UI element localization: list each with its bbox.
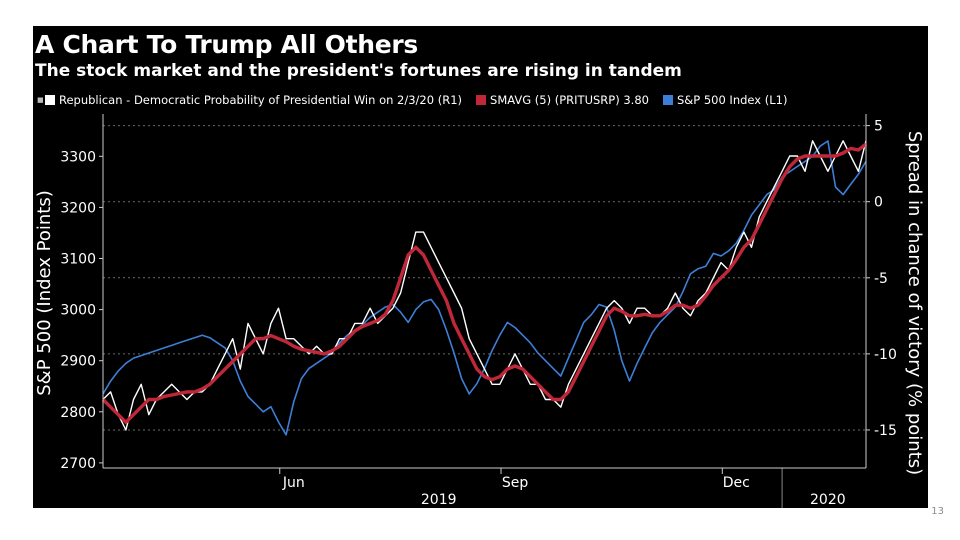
legend-entry-republican-spread: ■ Republican - Democratic Probability of… <box>37 93 462 107</box>
x-tick-label: Jun <box>282 475 305 491</box>
left-axis-title: S&P 500 (Index Points) <box>34 190 55 396</box>
axis-ticks: 2700 2800 2900 3000 3100 3200 3300 5 0 -5 -10 -15 Ju… <box>34 119 925 508</box>
legend-label-sp500: S&P 500 Index (L1) <box>676 93 788 107</box>
series-lines <box>101 140 868 436</box>
right-axis-title: Spread in chance of victory (% points) <box>904 131 925 475</box>
right-tick-label: -5 <box>874 271 888 287</box>
series-line-smavg <box>101 142 868 424</box>
chart-subtitle: The stock market and the president's for… <box>35 61 682 81</box>
bullet-icon: ■ <box>37 96 44 104</box>
legend-entry-sp500: S&P 500 Index (L1) <box>662 93 788 107</box>
chart-panel: 2700 2800 2900 3000 3100 3200 3300 5 0 -5 -10 -15 Ju… <box>33 26 928 508</box>
series-line-sp500 <box>102 140 867 436</box>
left-tick-label: 3300 <box>60 149 96 165</box>
chart-canvas: 2700 2800 2900 3000 3100 3200 3300 5 0 -5 -10 -15 Ju… <box>34 114 925 508</box>
series-line-republican-spread <box>102 140 867 431</box>
left-tick-label: 3000 <box>60 303 96 319</box>
x-tick-label: Sep <box>502 475 529 491</box>
legend-swatch-blue <box>662 95 673 105</box>
left-tick-label: 2800 <box>60 405 96 421</box>
legend-label-smavg: SMAVG (5) (PRITUSRP) 3.80 <box>490 93 649 107</box>
axis-frame <box>102 114 867 469</box>
legend-swatch-red <box>476 95 487 105</box>
x-year-label: 2020 <box>810 492 846 508</box>
left-tick-label: 3200 <box>60 200 96 216</box>
legend-label-republican-spread: Republican - Democratic Probability of P… <box>59 93 463 107</box>
legend: ■ Republican - Democratic Probability of… <box>37 93 801 107</box>
left-tick-label: 2700 <box>60 456 96 472</box>
x-tick-label: Dec <box>723 475 750 491</box>
legend-swatch-white <box>45 95 55 105</box>
left-tick-label: 2900 <box>60 354 96 370</box>
right-tick-label: 5 <box>874 119 883 135</box>
right-tick-label: -15 <box>874 423 897 439</box>
x-year-label: 2019 <box>421 492 457 508</box>
legend-entry-smavg: SMAVG (5) (PRITUSRP) 3.80 <box>476 93 649 107</box>
chart-title: A Chart To Trump All Others <box>35 30 419 59</box>
right-tick-label: 0 <box>874 195 883 211</box>
page-number: 13 <box>931 506 944 517</box>
left-tick-label: 3100 <box>60 252 96 268</box>
grid-lines <box>103 125 866 508</box>
right-tick-label: -10 <box>874 347 897 363</box>
